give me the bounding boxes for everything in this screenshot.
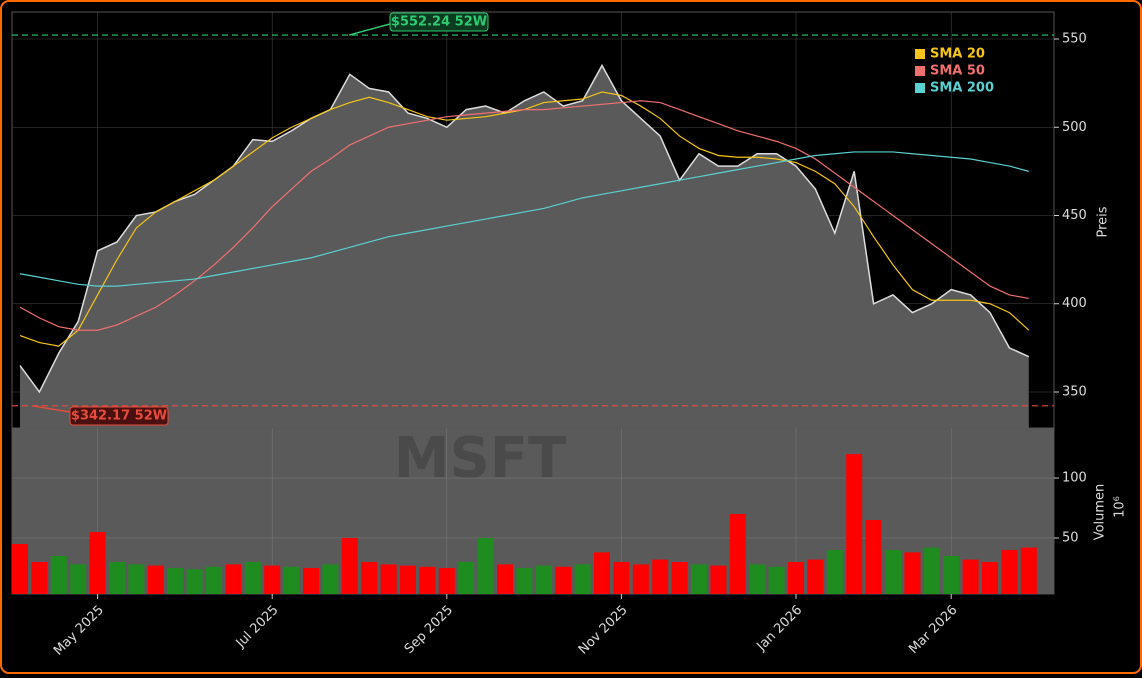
- y-axis-unit: 10⁶: [1113, 496, 1128, 518]
- legend-label: SMA 20: [930, 47, 985, 62]
- volume-bar: [962, 559, 979, 594]
- annotation-box: [389, 12, 489, 32]
- volume-bar: [982, 561, 998, 594]
- volume-bar: [167, 567, 184, 594]
- volume-bar: [477, 537, 494, 594]
- volume-bar: [749, 564, 766, 594]
- volume-bar: [671, 561, 688, 594]
- y-tick-label: 400: [1062, 296, 1087, 311]
- volume-bar: [768, 566, 785, 594]
- volume-bar: [826, 549, 843, 594]
- volume-bar: [632, 564, 649, 594]
- volume-bar: [419, 566, 436, 594]
- volume-bar: [322, 564, 339, 594]
- volume-bar: [807, 559, 824, 594]
- volume-bar: [225, 564, 242, 594]
- volume-bar: [264, 565, 281, 594]
- y-tick-label: 550: [1062, 32, 1087, 47]
- volume-bar: [788, 561, 804, 594]
- y-axis-label: Preis: [1096, 206, 1111, 237]
- legend-label: SMA 200: [930, 81, 994, 96]
- legend-swatch: [915, 83, 925, 93]
- y-tick-label: 450: [1062, 208, 1087, 223]
- volume-bar: [923, 547, 940, 594]
- volume-bar: [50, 555, 67, 594]
- volume-bar: [594, 552, 610, 594]
- sma-line: [19, 151, 1029, 287]
- volume-bar: [31, 561, 48, 594]
- volume-bar: [865, 519, 882, 594]
- volume-bar: [846, 454, 863, 594]
- legend-label: SMA 50: [930, 64, 985, 79]
- annotation-label: $342.17 52W: [71, 409, 167, 424]
- volume-bar: [109, 561, 125, 594]
- volume-bar: [691, 564, 707, 594]
- volume-bar: [244, 561, 261, 594]
- annotation-arrow: [348, 23, 391, 36]
- legend-swatch: [915, 66, 925, 76]
- volume-bar: [283, 566, 300, 594]
- volume-bar: [1020, 547, 1037, 594]
- volume-bar: [555, 566, 572, 594]
- volume-bar: [380, 564, 397, 594]
- y-tick-label: 350: [1062, 384, 1087, 399]
- y-tick-label: 50: [1062, 530, 1079, 545]
- volume-bar: [729, 513, 746, 594]
- legend-swatch: [915, 49, 925, 59]
- volume-bar: [710, 565, 727, 594]
- volume-bar: [128, 564, 145, 594]
- volume-bar: [943, 555, 960, 594]
- volume-bar: [147, 565, 164, 594]
- volume-bar: [904, 552, 921, 594]
- watermark: MSFT: [394, 426, 567, 491]
- volume-bar: [613, 561, 630, 594]
- sma-line: [19, 100, 1029, 331]
- volume-bar: [652, 559, 669, 594]
- y-tick-label: 500: [1062, 120, 1087, 135]
- volume-bar: [574, 564, 591, 594]
- volume-bar: [497, 564, 513, 594]
- volume-bar: [400, 565, 416, 594]
- volume-bar: [12, 543, 28, 594]
- volume-bar: [186, 569, 203, 594]
- volume-bar: [458, 561, 475, 594]
- volume-bar: [89, 531, 106, 594]
- volume-bar: [206, 566, 222, 594]
- volume-bar: [438, 567, 455, 594]
- volume-bar: [535, 565, 552, 594]
- volume-bar: [361, 561, 378, 594]
- annotation-arrow: [31, 405, 71, 413]
- y-tick-label: 100: [1062, 471, 1087, 486]
- volume-bar: [516, 567, 533, 594]
- volume-bar: [341, 537, 358, 594]
- price-area: [20, 65, 1029, 428]
- annotation-label: $552.24 52W: [391, 15, 487, 30]
- volume-bar: [885, 549, 901, 594]
- volume-bar: [70, 564, 87, 594]
- price-layer: forexsignale.trade350400450500550Preis$5…: [12, 12, 1111, 428]
- volume-bar: [303, 567, 319, 594]
- annotation-box: [69, 406, 169, 426]
- volume-bar: [1001, 549, 1018, 594]
- price-line: [19, 63, 1030, 394]
- y-axis-label: Volumen: [1093, 484, 1108, 541]
